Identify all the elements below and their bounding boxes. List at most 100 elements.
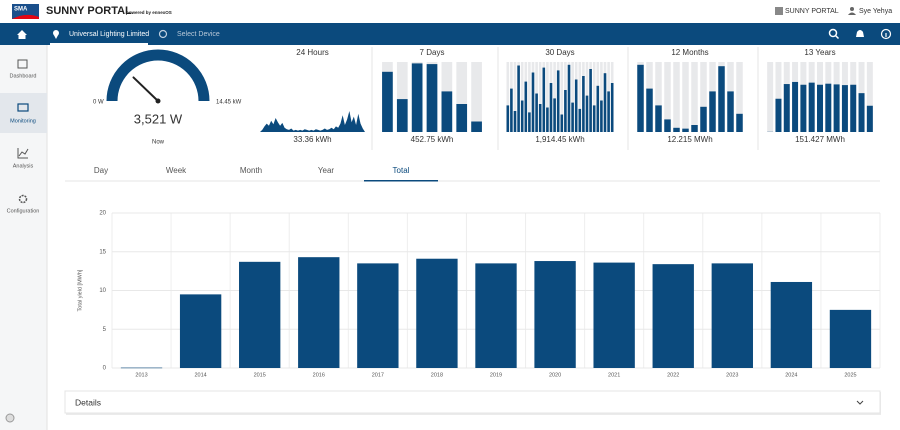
details-panel[interactable] [64,390,881,414]
bar [711,263,753,368]
analysis-icon[interactable] [17,148,29,159]
gauge-needle [132,76,159,102]
sidebar-label[interactable]: Dashboard [10,73,37,79]
bar [524,81,528,132]
device-select[interactable]: Select Device [177,31,220,38]
bar [850,84,857,132]
y-axis-label: Total yield [MWh] [77,269,83,311]
x-tick-label: 2024 [785,372,797,378]
summary-title[interactable]: 7 Days [420,48,445,57]
gauge-caption: Now [152,140,165,146]
summary-total: 452.75 kWh [411,135,454,144]
bar [841,85,848,132]
x-tick-label: 2025 [844,372,856,378]
bar [736,113,743,132]
bar [396,99,408,132]
bar [531,72,535,132]
sidebar-label[interactable]: Monitoring [10,118,36,124]
bar [534,261,576,368]
bar [829,309,872,368]
tab[interactable]: Year [318,166,335,175]
summary-title[interactable]: 13 Years [804,48,835,57]
user-icon-body [848,12,856,15]
home-icon[interactable] [17,30,27,39]
portal-icon[interactable] [775,7,783,15]
summary-title[interactable]: 24 Hours [296,48,328,57]
status-dot [5,413,15,423]
device-icon[interactable] [158,29,168,39]
bar-background [592,62,596,132]
summary-total: 151.427 MWh [795,135,845,144]
bar [441,91,453,132]
bar [411,63,423,132]
bar [655,105,662,132]
header [0,0,900,23]
portal-menu[interactable]: SUNNY PORTAL [785,8,839,15]
bar [775,98,782,132]
user-name[interactable]: Sye Yehya [859,8,892,15]
bar-background [546,62,549,132]
y-tick-label: 15 [99,249,106,255]
bar [637,64,644,132]
details-chevron[interactable] [856,400,864,405]
bar [546,107,549,132]
bell-icon[interactable] [856,30,864,37]
tab[interactable]: Week [166,166,187,175]
bar [471,121,482,132]
bar [564,90,567,132]
x-tick-label: 2014 [194,372,206,378]
bar [456,104,468,132]
bar-background [456,62,468,132]
configuration-icon[interactable] [18,194,28,204]
bar [382,71,393,132]
monitoring-icon[interactable] [17,103,29,112]
bar [718,66,725,132]
gauge-min: 0 W [93,100,104,106]
bar [783,84,790,132]
summary-title[interactable]: 30 Days [545,48,574,57]
plant-underline [50,43,148,45]
tab[interactable]: Month [240,166,262,175]
bar-background [691,62,698,132]
bar [593,262,635,368]
bar [556,70,560,132]
x-tick-label: 2019 [490,372,502,378]
bar [506,105,510,132]
x-tick-label: 2021 [608,372,620,378]
bar [664,119,671,132]
user-icon[interactable] [850,7,854,11]
bar [596,85,600,132]
summary-total: 33.36 kWh [293,135,331,144]
tab[interactable]: Day [94,166,108,175]
plant-name[interactable]: Universal Lighting Limited [69,31,149,38]
bar [535,93,538,132]
gauge-hub [155,98,161,104]
bar [298,257,340,368]
bar [513,111,517,132]
summary-title[interactable]: 12 Months [671,48,708,57]
bar [603,73,607,132]
bar-background [396,62,408,132]
bar-background [866,62,873,132]
summary-total: 12.215 MWh [667,135,712,144]
bar [858,93,865,132]
tab[interactable]: Total [393,166,410,175]
bar [808,82,815,132]
x-tick-label: 2023 [726,372,738,378]
bar-background [553,62,556,132]
sidebar-label[interactable]: Configuration [7,208,40,214]
sidebar-label[interactable]: Analysis [13,163,34,169]
bar [538,104,542,132]
logo-swoosh [12,14,39,19]
bar-background [578,62,582,132]
info-icon[interactable] [880,28,892,40]
search-icon[interactable] [828,28,838,38]
dashboard-icon[interactable] [17,59,28,69]
y-tick-label: 20 [99,211,106,217]
bar [866,105,873,132]
bar-background [767,62,774,132]
details-title[interactable]: Details [75,397,101,407]
bar-background [538,62,542,132]
bar [520,100,524,132]
